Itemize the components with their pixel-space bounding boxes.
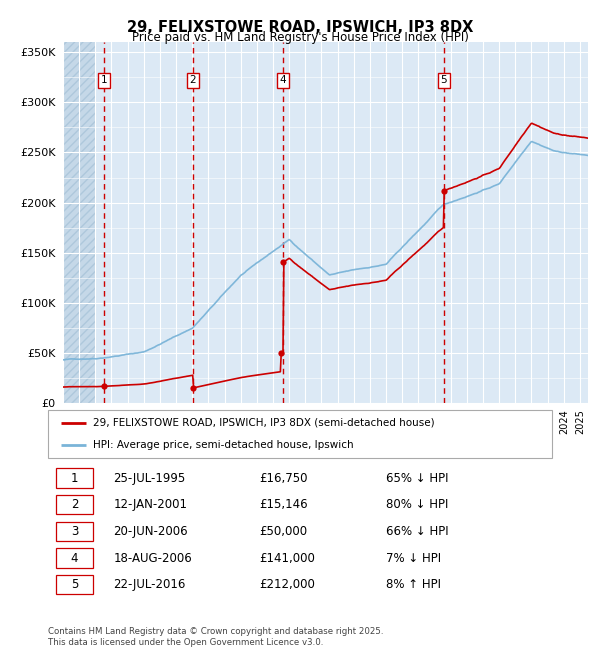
Text: 20-JUN-2006: 20-JUN-2006	[113, 525, 188, 538]
Text: 12-JAN-2001: 12-JAN-2001	[113, 499, 188, 511]
Bar	[63, 42, 95, 403]
FancyBboxPatch shape	[56, 549, 94, 567]
Text: 3: 3	[71, 525, 78, 538]
Text: 2: 2	[71, 499, 78, 511]
Text: 66% ↓ HPI: 66% ↓ HPI	[386, 525, 448, 538]
FancyBboxPatch shape	[56, 575, 94, 594]
Text: 29, FELIXSTOWE ROAD, IPSWICH, IP3 8DX (semi-detached house): 29, FELIXSTOWE ROAD, IPSWICH, IP3 8DX (s…	[94, 418, 435, 428]
Text: 1: 1	[101, 75, 107, 85]
Text: HPI: Average price, semi-detached house, Ipswich: HPI: Average price, semi-detached house,…	[94, 440, 354, 450]
Text: 80% ↓ HPI: 80% ↓ HPI	[386, 499, 448, 511]
Text: 8% ↑ HPI: 8% ↑ HPI	[386, 578, 440, 592]
Text: 29, FELIXSTOWE ROAD, IPSWICH, IP3 8DX: 29, FELIXSTOWE ROAD, IPSWICH, IP3 8DX	[127, 20, 473, 34]
Text: 22-JUL-2016: 22-JUL-2016	[113, 578, 186, 592]
Text: £50,000: £50,000	[260, 525, 308, 538]
Text: £212,000: £212,000	[260, 578, 316, 592]
Text: 4: 4	[280, 75, 286, 85]
Text: 5: 5	[440, 75, 447, 85]
Text: £15,146: £15,146	[260, 499, 308, 511]
Text: 18-AUG-2006: 18-AUG-2006	[113, 551, 192, 564]
Text: 2: 2	[190, 75, 196, 85]
FancyBboxPatch shape	[56, 469, 94, 488]
Text: 7% ↓ HPI: 7% ↓ HPI	[386, 551, 441, 564]
Text: 4: 4	[71, 551, 78, 564]
Text: Contains HM Land Registry data © Crown copyright and database right 2025.
This d: Contains HM Land Registry data © Crown c…	[48, 627, 383, 647]
Text: £16,750: £16,750	[260, 472, 308, 485]
FancyBboxPatch shape	[56, 522, 94, 541]
Text: Price paid vs. HM Land Registry's House Price Index (HPI): Price paid vs. HM Land Registry's House …	[131, 31, 469, 44]
Text: 1: 1	[71, 472, 78, 485]
Text: 5: 5	[71, 578, 78, 592]
Text: 65% ↓ HPI: 65% ↓ HPI	[386, 472, 448, 485]
FancyBboxPatch shape	[48, 410, 552, 458]
Text: 25-JUL-1995: 25-JUL-1995	[113, 472, 186, 485]
Text: £141,000: £141,000	[260, 551, 316, 564]
FancyBboxPatch shape	[56, 495, 94, 514]
